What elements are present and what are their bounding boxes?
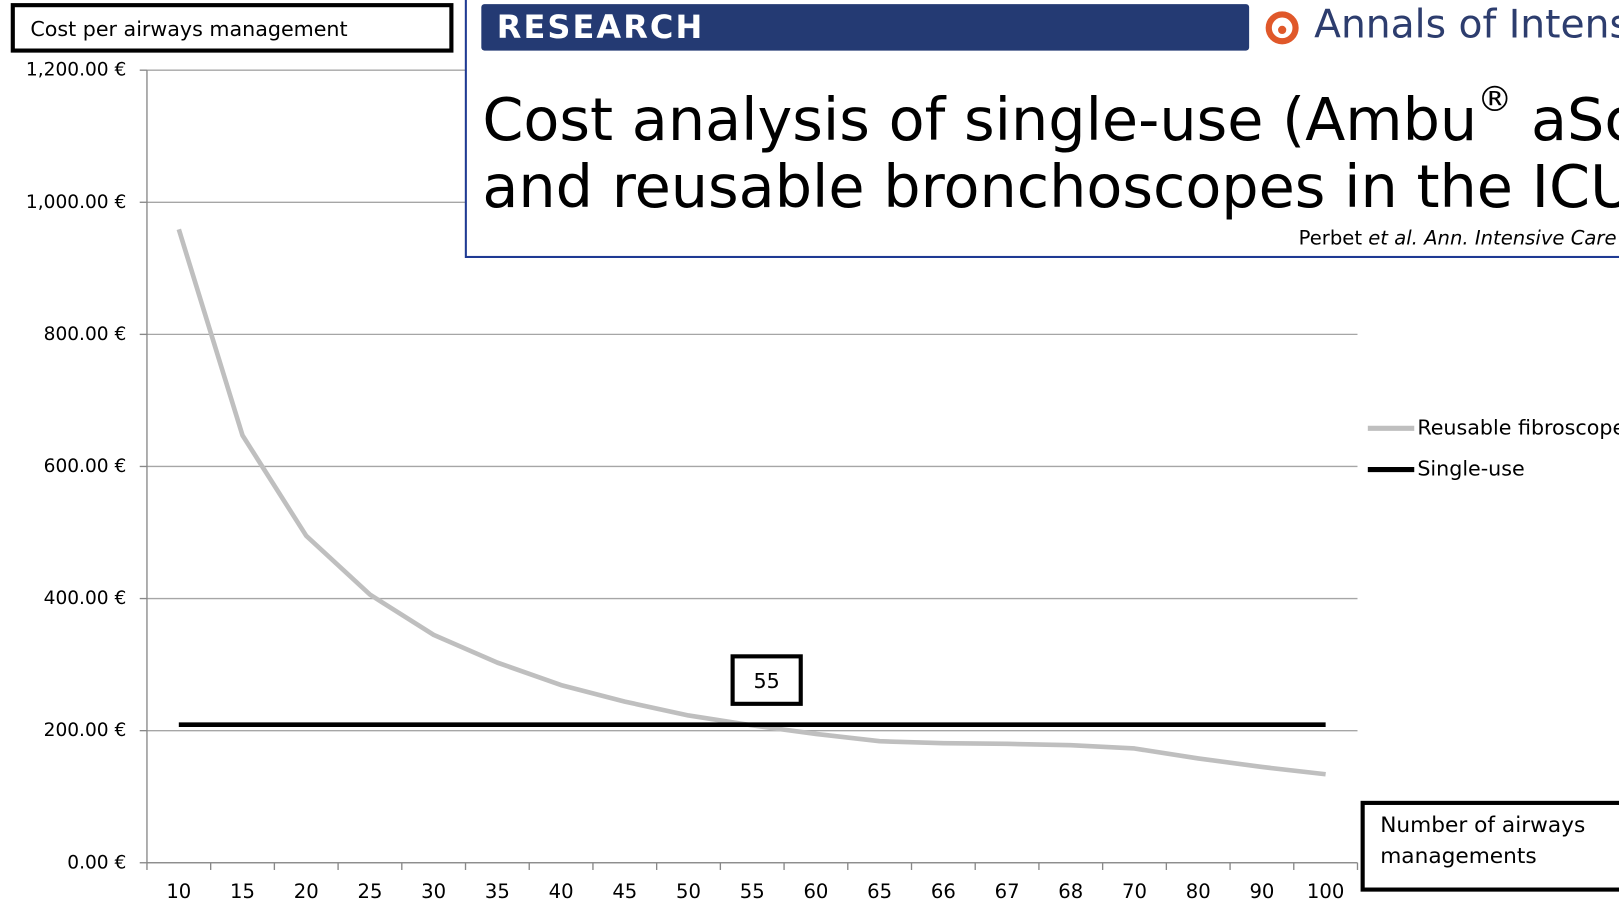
article-title: Cost analysis of single-use (Ambu® aScop	[482, 79, 1619, 154]
citation-journal: et al. Ann. Intensive Care	[1368, 226, 1616, 249]
citation: Perbet et al. Ann. Intensive Care	[1299, 226, 1617, 249]
x-tick-label: 40	[549, 880, 574, 903]
x-tick-label: 60	[803, 880, 828, 903]
x-tick-label: 80	[1186, 880, 1211, 903]
y-axis-label: Cost per airways management	[30, 17, 347, 41]
article-header: RESEARCH Annals of Intensiv Cost analysi…	[464, 0, 1619, 258]
x-axis-label: Number of airways managements	[1380, 812, 1586, 868]
y-tick-label: 400.00 €	[44, 588, 127, 609]
x-tick-label: 15	[230, 880, 255, 903]
x-tick-label: 66	[931, 880, 956, 903]
annotation-box	[730, 654, 803, 706]
x-tick-label: 68	[1058, 880, 1083, 903]
journal-name: Annals of Intensiv	[1314, 2, 1619, 47]
annotation-label: 55	[754, 669, 780, 693]
x-tick-label: 30	[421, 880, 446, 903]
citation-author: Perbet	[1299, 226, 1369, 249]
journal-logo-dot	[1278, 25, 1287, 35]
section-label: RESEARCH	[497, 8, 705, 46]
section-bar	[481, 4, 1250, 51]
x-tick-label: 25	[357, 880, 382, 903]
title-superscript: ®	[1477, 79, 1512, 120]
x-tick-label: 35	[485, 880, 510, 903]
x-tick-label: 67	[995, 880, 1020, 903]
x-label-holder: Number of airways managements	[1380, 812, 1586, 868]
legend-label: Single-use	[1417, 457, 1524, 481]
x-tick-label: 65	[867, 880, 892, 903]
y-tick-label: 0.00 €	[67, 852, 126, 873]
x-tick-label: 50	[676, 880, 701, 903]
legend-label: Reusable fibroscope	[1417, 415, 1619, 439]
y-tick-label: 200.00 €	[44, 720, 127, 741]
x-tick-label: 20	[294, 880, 319, 903]
y-tick-label: 800.00 €	[44, 324, 127, 345]
x-tick-label: 100	[1307, 880, 1344, 903]
y-tick-label: 1,200.00 €	[26, 60, 126, 81]
x-tick-label: 55	[740, 880, 765, 903]
x-label-box	[1360, 800, 1619, 892]
journal-logo	[1265, 11, 1299, 45]
title-part: Cost analysis of single-use (Ambu	[482, 85, 1477, 154]
y-tick-label: 600.00 €	[44, 456, 127, 477]
x-tick-label: 70	[1122, 880, 1147, 903]
y-tick-label: 1,000.00 €	[26, 192, 126, 213]
title-part: aScop	[1512, 85, 1619, 154]
x-tick-label: 90	[1249, 880, 1274, 903]
x-tick-label: 10	[166, 880, 191, 903]
x-tick-label: 45	[612, 880, 637, 903]
y-label-box	[10, 3, 454, 53]
article-title: and reusable bronchoscopes in the ICU	[482, 152, 1619, 221]
